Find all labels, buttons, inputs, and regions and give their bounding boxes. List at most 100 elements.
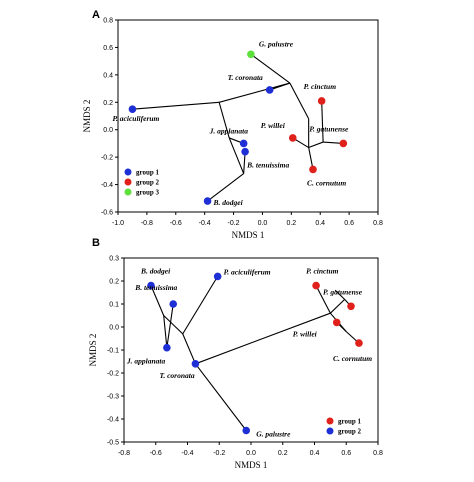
- panel-b-label-j-applanata: J. applanata: [126, 357, 166, 366]
- panel-b-x-tick-label: -0.6: [150, 450, 162, 457]
- panel-b-label-p-cinctum: P. cinctum: [306, 267, 339, 276]
- panel-b-legend-label: group 1: [338, 418, 362, 426]
- panel-b-y-tick-label: -0.3: [107, 394, 119, 401]
- panel-b-point-p-willei: [332, 318, 341, 327]
- panel-a-label-j-applanata: J. applanata: [209, 126, 249, 135]
- panel-a-label-g-palustre: G. palustre: [259, 39, 294, 48]
- panel-a-x-tick-label: -0.8: [141, 220, 153, 227]
- panel-a-x-tick-label: 0.0: [258, 220, 268, 227]
- panel-a-x-tick-label: -0.6: [170, 220, 182, 227]
- panel-b-legend-marker: [326, 427, 334, 435]
- panel-b-label-b-tenuissima: B. tenuissima: [134, 283, 177, 292]
- panel-a-y-tick-label: -0.6: [101, 210, 113, 217]
- panel-a-point-p-gatunense: [339, 139, 348, 148]
- panel-a-y-tick-label: 0.0: [103, 127, 113, 134]
- panel-a-legend-marker: [124, 178, 132, 186]
- panel-a-tree-branch: [207, 173, 244, 202]
- panel-a-tree-branch: [218, 82, 291, 103]
- panel-b-point-b-dodgei: [147, 281, 155, 290]
- panel-b-x-tick-label: -0.4: [181, 450, 193, 457]
- panel-b-tree-branch: [163, 315, 184, 335]
- panel-a-x-tick-label: -0.4: [199, 220, 211, 227]
- panel-b-x-tick-label: -0.2: [213, 450, 225, 457]
- panel-a-label-p-cinctum: P. cinctum: [304, 82, 337, 91]
- panel-a-point-p-cinctum: [317, 97, 326, 105]
- panel-a-point-t-coronata: [265, 86, 274, 94]
- panel-a-point-p-willei: [288, 134, 297, 142]
- panel-a-x-tick-label: 0.8: [373, 220, 383, 227]
- panel-b-y-tick-label: 0.2: [109, 279, 119, 286]
- panel-b-point-p-aciculiferum: [213, 272, 222, 281]
- panel-a-point-p-aciculiferum: [128, 105, 137, 113]
- panel-a-label-b-tenuissima: B. tenuissima: [246, 161, 289, 170]
- panel-a-y-tick-label: -0.2: [101, 155, 113, 162]
- panel-a-point-b-dodgei: [203, 197, 212, 205]
- panel-b-y-axis-label: NMDS 2: [88, 334, 98, 367]
- panel-b-y-tick-label: -0.1: [107, 348, 119, 355]
- panel-a-y-tick-label: 0.4: [103, 72, 113, 79]
- chart-panel-a: -1.0 -0.8 -0.6 -0.4 -0.2 0.0 0.2 0.4 0.6 0.8 -0.6 -…: [82, 18, 383, 241]
- panel-b-point-j-applanata: [163, 343, 171, 352]
- panel-a-point-j-applanata: [239, 139, 248, 148]
- panel-b-tree-branch: [334, 289, 346, 300]
- panel-b-label-c-cornutum: C. cornutum: [333, 354, 372, 363]
- panel-a-x-tick-label: -0.2: [228, 220, 240, 227]
- panel-b-legend-marker: [326, 417, 334, 425]
- panel-a-tree-branch: [308, 141, 324, 149]
- panel-a-legend-label: group 3: [136, 189, 160, 197]
- panel-a-label-p-gatunense: P. gatunense: [309, 124, 349, 133]
- panel-b-y-tick-label: 0.3: [109, 256, 119, 263]
- panel-b-point-g-palustre: [242, 426, 251, 435]
- panel-a-x-tick-label: 0.4: [315, 220, 325, 227]
- panel-a-legend-marker: [124, 168, 132, 176]
- panel-a-tree-branch: [218, 102, 230, 139]
- panel-b-x-tick-label: 0.2: [278, 450, 288, 457]
- panel-b-point-t-coronata: [191, 360, 200, 368]
- panel-label-b: B: [92, 237, 100, 249]
- panel-a-label-c-cornutum: C. cornutum: [307, 178, 346, 187]
- panel-a-x-tick-label: 0.6: [344, 220, 354, 227]
- panel-b-y-tick-label: -0.4: [107, 417, 119, 424]
- panel-b-x-axis-label: NMDS 1: [235, 460, 268, 470]
- panel-b-label-p-gatunense: P. gatunense: [323, 287, 363, 296]
- panel-b-tree-branch: [166, 303, 174, 348]
- panel-b-point-p-cinctum: [312, 281, 320, 290]
- panel-a-label-p-aciculiferum: P. aciculiferum: [112, 114, 159, 123]
- panel-b-tree-branch: [182, 276, 219, 335]
- panel-b-x-tick-label: 0.4: [310, 450, 320, 457]
- panel-a-tree-branch: [321, 100, 324, 143]
- panel-b-label-g-palustre: G. palustre: [256, 430, 291, 439]
- panel-b-tree-branch: [163, 315, 168, 348]
- panel-b-tree-branch: [329, 299, 346, 314]
- panel-b-point-p-gatunense: [347, 302, 355, 311]
- panel-b-y-tick-label: -0.5: [107, 440, 119, 447]
- panel-a-y-tick-label: 0.6: [103, 45, 113, 52]
- panel-b-tree-branch: [150, 285, 165, 316]
- panel-a-tree-branch: [228, 137, 245, 174]
- panel-a-legend-label: group 2: [136, 179, 160, 187]
- panel-b-y-tick-label: 0.0: [109, 325, 119, 332]
- panel-label-a: A: [92, 9, 100, 21]
- panel-a-y-tick-label: 0.8: [103, 18, 113, 25]
- panel-a-point-c-cornutum: [309, 165, 317, 174]
- panel-a-legend-label: group 1: [136, 169, 160, 177]
- panel-b-x-tick-label: -0.8: [118, 450, 130, 457]
- panel-a-legend-marker: [124, 188, 132, 196]
- panel-a-x-axis-label: NMDS 1: [232, 230, 265, 240]
- panel-a-x-tick-label: -1.0: [112, 220, 124, 227]
- panel-a-plot-frame: [117, 19, 379, 213]
- panel-b-y-tick-label: -0.2: [107, 371, 119, 378]
- panel-b-legend-label: group 2: [338, 428, 362, 436]
- panel-b-tree-branch: [182, 333, 196, 365]
- panel-a-label-p-willei: P. willei: [261, 121, 286, 130]
- panel-b-label-p-aciculiferum: P. aciculiferum: [224, 267, 271, 276]
- panel-b-x-tick-label: 0.0: [246, 450, 256, 457]
- panel-b-x-tick-label: 0.6: [341, 450, 351, 457]
- panel-b-label-t-coronata: T. coronata: [159, 371, 194, 380]
- panel-b-x-tick-label: 0.8: [373, 450, 383, 457]
- panel-a-x-tick-label: 0.2: [286, 220, 296, 227]
- panel-b-tree-branch: [194, 363, 247, 431]
- panel-a-point-g-palustre: [247, 50, 255, 59]
- panel-a-y-tick-label: 0.2: [103, 100, 113, 107]
- panel-a-tree-branch: [289, 82, 310, 119]
